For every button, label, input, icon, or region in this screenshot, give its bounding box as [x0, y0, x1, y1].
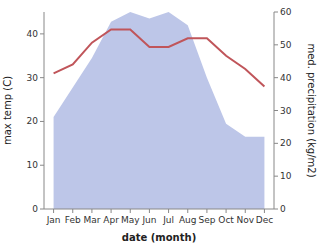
y2-tick-label: 40 — [280, 73, 292, 83]
y-axis-line — [44, 12, 45, 209]
x-tick-label: Feb — [65, 215, 81, 225]
y2-tick-label: 50 — [280, 40, 292, 50]
y-tick — [40, 33, 44, 34]
area — [54, 12, 265, 209]
y2-tick — [274, 176, 278, 177]
y2-tick-label: 10 — [280, 171, 292, 181]
y2-tick-label: 60 — [280, 7, 292, 17]
x-tick — [111, 209, 112, 213]
x-tick — [53, 209, 54, 213]
chart-svg: Jan FebMarAprMayJun Jul AugSepOctNovDec 0 10 2… — [0, 0, 318, 247]
y2-tick — [274, 12, 278, 13]
x-tick-label: Jun — [141, 215, 156, 225]
y2-tick — [274, 209, 278, 210]
y2-tick — [274, 77, 278, 78]
y-tick-label: 20 — [27, 116, 39, 126]
plot-area — [54, 12, 265, 209]
x-axis-line — [44, 209, 274, 210]
y2-tick-label: 30 — [280, 106, 292, 116]
chart-container: Jan FebMarAprMayJun Jul AugSepOctNovDec 0 10 2… — [0, 0, 318, 247]
x-tick-label: Aug — [179, 215, 197, 225]
x-tick — [168, 209, 169, 213]
x-tick — [226, 209, 227, 213]
x-tick — [245, 209, 246, 213]
x-axis-label: date (month) — [122, 232, 196, 243]
x-tick-label: Mar — [83, 215, 100, 225]
y-tick-label: 30 — [27, 73, 39, 83]
y2-axis-label: med. precipitation (kg/m2) — [306, 43, 317, 177]
x-tick — [206, 209, 207, 213]
x-tick-label: May — [121, 215, 140, 225]
y-tick-label: 10 — [27, 160, 39, 170]
y2-tick — [274, 143, 278, 144]
x-tick-label: Nov — [236, 215, 254, 225]
y-tick — [40, 77, 44, 78]
axes: Jan FebMarAprMayJun Jul AugSepOctNovDec 0 10 2… — [27, 7, 292, 225]
y-tick-label: 40 — [27, 29, 39, 39]
y-tick — [40, 121, 44, 122]
x-tick-label: Dec — [256, 215, 273, 225]
line — [54, 30, 265, 87]
y2-tick-label: 20 — [280, 138, 292, 148]
x-tick-label: Apr — [103, 215, 119, 225]
y2-tick-label: 0 — [280, 204, 286, 214]
y2-tick — [274, 44, 278, 45]
x-tick — [187, 209, 188, 213]
x-tick — [72, 209, 73, 213]
x-tick — [91, 209, 92, 213]
x-tick-label: Jul — [162, 215, 174, 225]
x-tick — [149, 209, 150, 213]
x-tick — [130, 209, 131, 213]
x-tick — [264, 209, 265, 213]
x-tick-label: Sep — [198, 215, 215, 225]
x-tick-label: Oct — [218, 215, 234, 225]
y-axis-label: max temp (C) — [2, 76, 13, 145]
x-tick-label: Jan — [46, 215, 61, 225]
y-tick-label: 0 — [32, 204, 38, 214]
y-tick — [40, 209, 44, 210]
y-tick — [40, 165, 44, 166]
y2-tick — [274, 110, 278, 111]
